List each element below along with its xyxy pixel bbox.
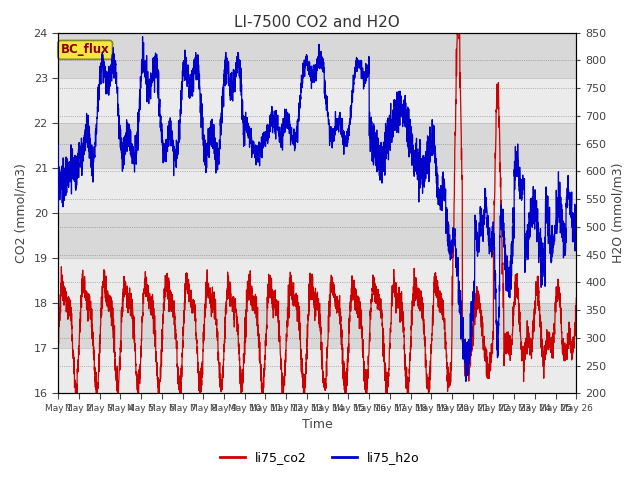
Bar: [58, 303, 576, 348]
Legend: li75_co2, li75_h2o: li75_co2, li75_h2o: [215, 446, 425, 469]
Bar: [58, 213, 576, 258]
Bar: [58, 123, 576, 168]
Bar: [58, 168, 576, 213]
Y-axis label: CO2 (mmol/m3): CO2 (mmol/m3): [15, 163, 28, 263]
Bar: [58, 78, 576, 123]
Title: LI-7500 CO2 and H2O: LI-7500 CO2 and H2O: [234, 15, 400, 30]
Bar: [58, 258, 576, 303]
Text: BC_flux: BC_flux: [61, 43, 109, 56]
Y-axis label: H2O (mmol/m3): H2O (mmol/m3): [612, 163, 625, 263]
Bar: [58, 33, 576, 78]
Bar: [58, 348, 576, 394]
X-axis label: Time: Time: [302, 419, 333, 432]
